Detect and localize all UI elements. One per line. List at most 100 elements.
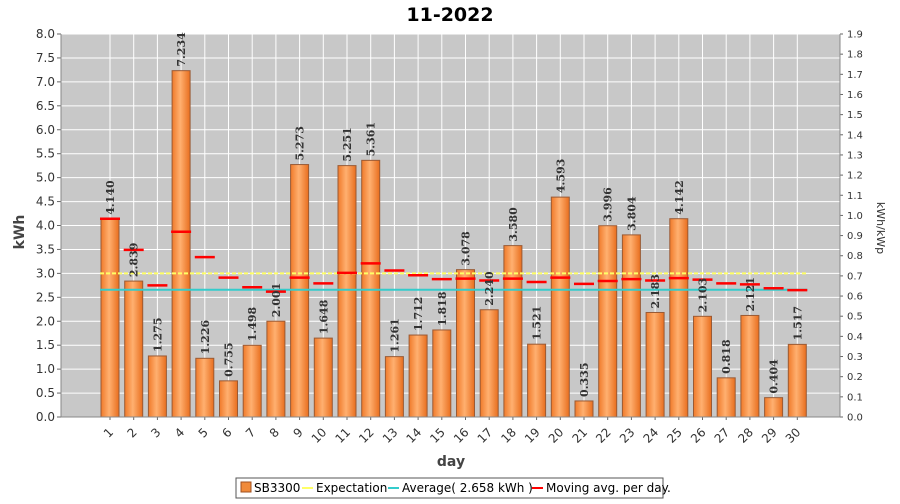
bar [266, 320, 286, 418]
x-tick-label: 15 [427, 425, 448, 446]
bar-value-label: 1.275 [151, 318, 164, 352]
bar-value-label: 5.273 [294, 126, 307, 160]
y-axis-ticks: 0.0 0.5 1.0 1.5 2.0 2.5 3.0 3.5 4.0 4.5 5.0 5.5 6.0 6… [36, 27, 61, 424]
x-tick-label: 12 [356, 425, 377, 446]
y-tick-label: 3.0 [36, 266, 55, 280]
bar [219, 380, 238, 418]
x-axis-ticks: 1 2 3 4 5 6 7 8 9 10 11 12 13 14 15 16 17 18 19 20 21 22 23 24 2… [101, 417, 803, 446]
x-tick-label: 2 [125, 425, 140, 440]
bar [693, 315, 712, 418]
bar-value-label: 0.818 [720, 339, 733, 374]
x-tick-label: 27 [712, 425, 733, 446]
y-right-tick-label: 1.8 [847, 50, 863, 61]
bar [479, 309, 499, 418]
bar-value-label: 7.234 [175, 32, 188, 67]
y-tick-label: 5.5 [36, 147, 55, 161]
y-right-tick-label: 0.7 [847, 271, 863, 282]
y-right-tick-label: 0.4 [847, 332, 863, 343]
y-tick-label: 1.5 [36, 338, 55, 352]
x-tick-label: 1 [101, 425, 116, 440]
value-labels: 4.140 2.839 1.275 7.234 1.226 0.755 1.498 2.001… [104, 32, 804, 397]
bar [787, 343, 807, 418]
bar [337, 165, 357, 418]
y-right-tick-label: 0.1 [847, 392, 863, 403]
bar-value-label: 1.521 [531, 306, 544, 340]
x-tick-label: 14 [404, 425, 425, 446]
y-tick-label: 7.0 [36, 75, 55, 89]
bar-value-label: 2.240 [483, 271, 496, 306]
x-tick-label: 8 [267, 425, 282, 440]
y-right-tick-label: 0.3 [847, 352, 863, 363]
bar [669, 218, 689, 418]
bar [550, 196, 570, 418]
y-tick-label: 4.0 [36, 219, 55, 233]
bar [456, 269, 475, 418]
x-tick-label: 17 [475, 425, 496, 446]
x-tick-label: 21 [569, 425, 590, 446]
bar-value-label: 2.103 [697, 278, 710, 312]
legend-box [235, 477, 664, 499]
y-tick-label: 4.5 [36, 195, 55, 209]
bar-value-label: 4.593 [554, 159, 567, 193]
y-tick-label: 6.0 [36, 123, 55, 137]
bar [503, 245, 523, 418]
y-right-tick-label: 1.0 [847, 211, 863, 222]
x-tick-label: 3 [148, 425, 163, 440]
y-tick-label: 0.0 [36, 410, 55, 424]
chart-title: 11-2022 [406, 4, 493, 26]
bar [574, 400, 594, 418]
x-tick-label: 19 [522, 425, 543, 446]
y-tick-label: 3.5 [36, 242, 55, 256]
bar-value-label: 1.818 [436, 291, 449, 326]
y-right-tick-label: 1.7 [847, 70, 863, 81]
x-axis-label: day [437, 454, 465, 470]
bar-value-label: 2.121 [744, 277, 757, 311]
legend-swatch-sb3300 [240, 481, 252, 493]
bar [740, 314, 760, 418]
bar [384, 356, 404, 418]
bar [100, 218, 120, 418]
bar [432, 329, 452, 418]
x-tick-label: 29 [759, 425, 780, 446]
x-tick-label: 10 [309, 425, 330, 446]
x-tick-label: 6 [219, 425, 234, 440]
bar-value-label: 3.078 [460, 231, 473, 266]
y-axis-right-label: kWh/kWp [874, 202, 887, 254]
bar-value-label: 2.183 [649, 274, 662, 308]
bar-value-label: 4.142 [673, 180, 686, 214]
y-tick-label: 8.0 [36, 27, 55, 41]
y-right-tick-label: 0.2 [847, 372, 863, 383]
bar-value-label: 1.517 [791, 306, 804, 340]
y-right-tick-label: 0.0 [847, 413, 863, 424]
bars-group [100, 70, 807, 418]
legend-label-average: Average( 2.658 kWh ) [402, 481, 533, 495]
x-tick-label: 22 [593, 425, 614, 446]
y-right-tick-label: 0.9 [847, 231, 863, 242]
bar-value-label: 4.140 [104, 180, 117, 215]
legend-label-moving-avg: Moving avg. per day. [546, 481, 671, 495]
y-tick-label: 7.5 [36, 51, 55, 65]
legend-label-expectation: Expectation [316, 481, 387, 495]
bar-value-label: 2.839 [128, 243, 141, 277]
y-right-tick-label: 1.5 [847, 110, 863, 121]
bar-value-label: 1.712 [412, 297, 425, 331]
x-tick-label: 25 [664, 425, 685, 446]
bar [147, 355, 167, 418]
bar [124, 280, 144, 418]
y-right-tick-label: 1.3 [847, 150, 863, 161]
y-axis-label: kWh [12, 215, 28, 250]
y-tick-label: 5.0 [36, 171, 55, 185]
bar [598, 225, 618, 418]
moving-average-marks [100, 217, 808, 293]
y-tick-label: 6.5 [36, 99, 55, 113]
bar-value-label: 3.804 [625, 196, 638, 231]
x-tick-label: 11 [332, 425, 353, 446]
bar-value-label: 0.335 [578, 363, 591, 397]
bar [621, 234, 641, 418]
y-right-tick-label: 0.5 [847, 312, 863, 323]
x-tick-label: 9 [290, 425, 305, 440]
bar [408, 334, 428, 418]
y-tick-label: 1.0 [36, 362, 55, 376]
bar-value-label: 2.001 [270, 283, 283, 317]
bar [764, 397, 784, 418]
